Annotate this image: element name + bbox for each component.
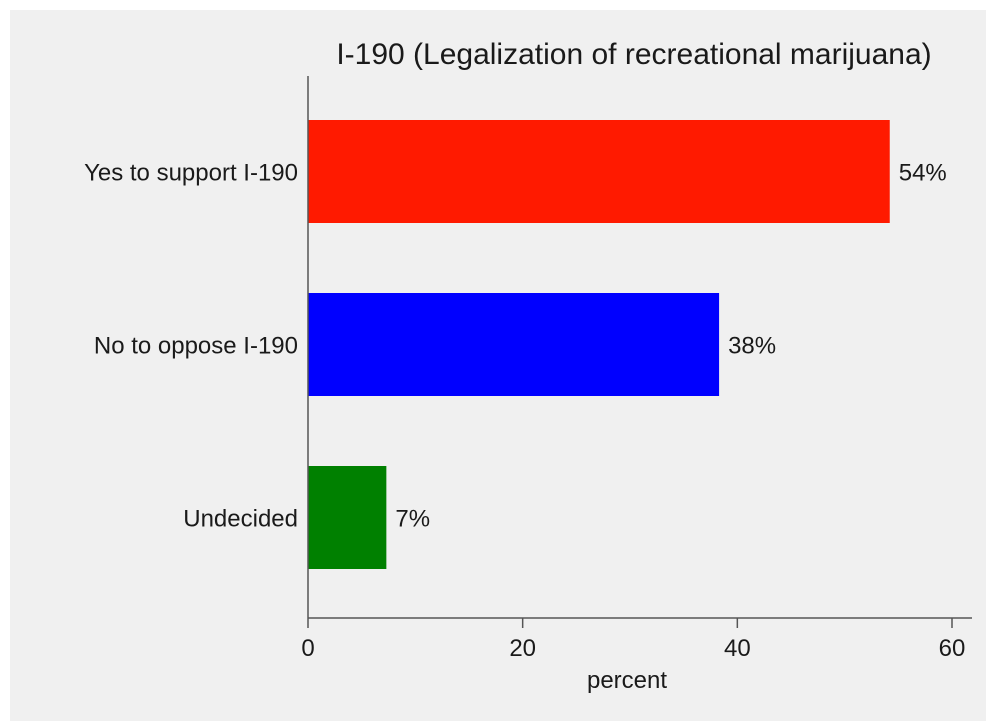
chart-title: I-190 (Legalization of recreational mari…	[336, 38, 931, 71]
bar-2	[308, 466, 387, 569]
category-label-0: Yes to support I-190	[84, 160, 298, 187]
bars-layer: Yes to support I-190 54% No to oppose I-19…	[84, 120, 947, 569]
x-tick-label-3: 60	[939, 635, 966, 662]
bar-0	[308, 120, 890, 223]
x-tick-label-0: 0	[301, 635, 314, 662]
ticks-layer: 0 20 40 60	[301, 618, 965, 662]
value-label-1: 38%	[728, 333, 776, 360]
value-label-2: 7%	[395, 506, 430, 533]
category-label-1: No to oppose I-190	[94, 333, 298, 360]
bar-1	[308, 293, 720, 396]
x-tick-label-1: 20	[509, 635, 536, 662]
category-label-2: Undecided	[183, 506, 298, 533]
x-axis-title: percent	[587, 667, 667, 694]
x-tick-label-2: 40	[724, 635, 751, 662]
axes-layer	[307, 76, 972, 619]
value-label-0: 54%	[899, 160, 947, 187]
